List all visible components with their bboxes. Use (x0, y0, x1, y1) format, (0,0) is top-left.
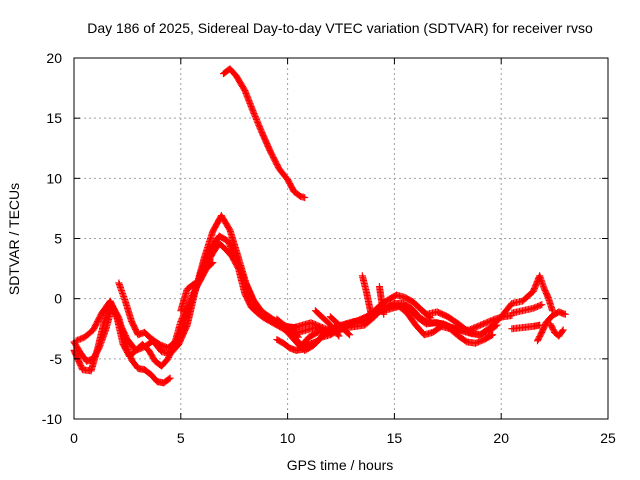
data-point (346, 331, 354, 339)
data-point (180, 318, 188, 326)
y-tick-label: -10 (42, 411, 62, 427)
series-sat-a (220, 65, 309, 202)
data-point (489, 331, 497, 339)
chart-title: Day 186 of 2025, Sidereal Day-to-day VTE… (87, 20, 593, 36)
y-tick-label: 15 (46, 110, 62, 126)
data-point (558, 327, 566, 335)
data-point (301, 194, 309, 202)
y-tick-label: 5 (54, 231, 62, 247)
data-point (165, 375, 173, 383)
data-points (70, 65, 569, 387)
data-point (344, 330, 352, 338)
series-sat-d (72, 212, 302, 358)
series-sat-l (311, 307, 343, 340)
series-sat-n (358, 272, 375, 317)
x-tick-label: 5 (177, 430, 185, 446)
series-sat-m (326, 313, 354, 339)
y-axis-label: SDTVAR / TECUs (6, 183, 22, 295)
axis-ticks: 0 5 10 15 20 25 -10 -5 0 5 10 15 20 (42, 50, 616, 446)
data-point (334, 331, 342, 339)
series-sat-p (412, 272, 556, 339)
data-point (367, 309, 375, 317)
data-point (487, 331, 495, 339)
data-point (335, 332, 343, 340)
x-tick-label: 10 (280, 430, 296, 446)
x-tick-label: 0 (70, 430, 78, 446)
y-tick-label: -5 (50, 351, 63, 367)
data-point (561, 310, 569, 318)
data-point (311, 338, 319, 346)
series-sat-o (375, 283, 388, 318)
data-point (380, 310, 388, 318)
data-point (166, 374, 174, 382)
series-sat-k (273, 336, 319, 354)
x-axis-label: GPS time / hours (287, 457, 394, 473)
y-tick-label: 20 (46, 50, 62, 66)
x-tick-label: 15 (387, 430, 403, 446)
series-sat-r (508, 321, 544, 333)
data-point (538, 301, 546, 309)
data-point (559, 326, 567, 334)
series-sat-s (534, 308, 569, 345)
x-tick-label: 25 (600, 430, 616, 446)
series-sat-q (508, 301, 546, 317)
series-sat-t (546, 320, 567, 340)
data-point (536, 301, 544, 309)
y-tick-label: 10 (46, 170, 62, 186)
y-tick-label: 0 (54, 291, 62, 307)
series-sat-i (277, 302, 516, 336)
x-tick-label: 20 (493, 430, 509, 446)
grid (74, 58, 608, 419)
